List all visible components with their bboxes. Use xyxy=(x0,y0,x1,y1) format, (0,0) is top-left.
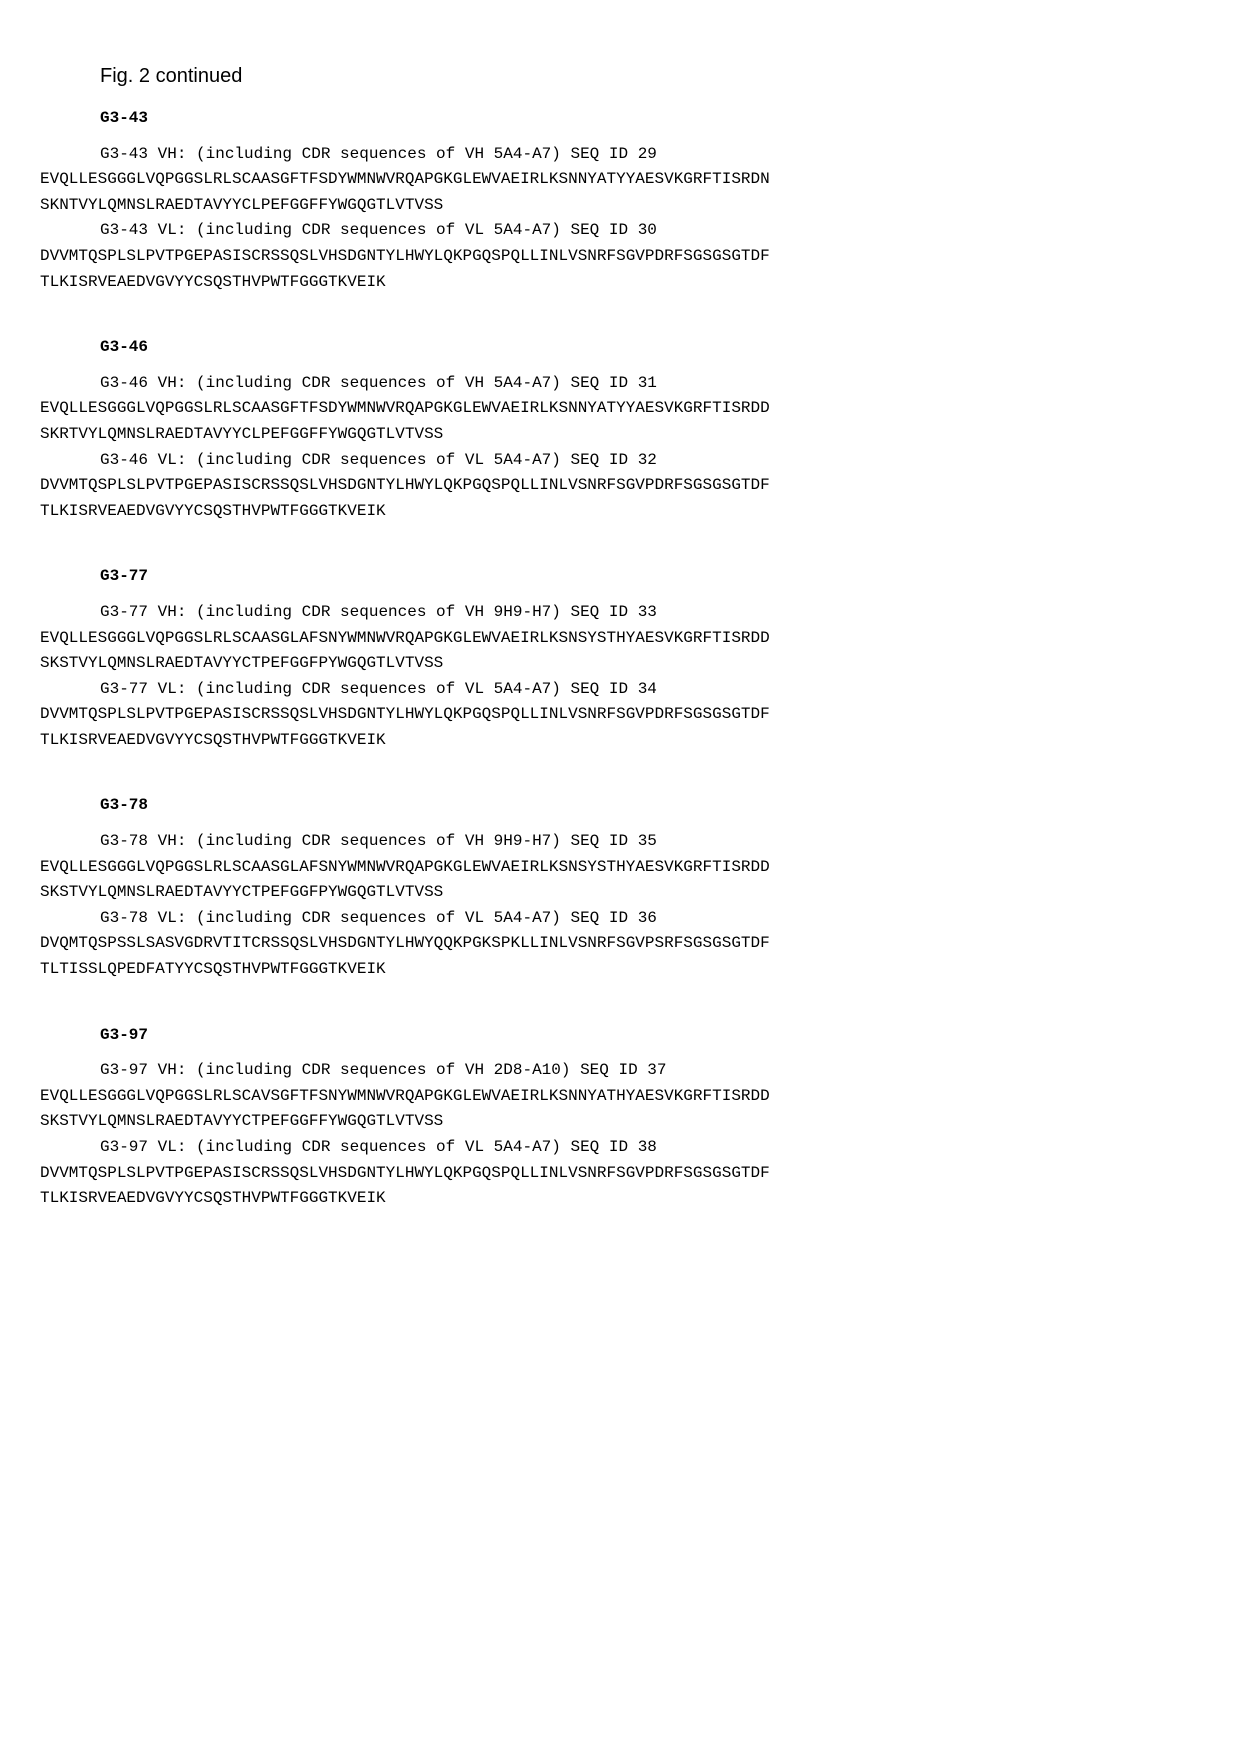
sequence-group: G3-46 G3-46 VH: (including CDR sequences … xyxy=(40,335,1200,524)
sequence-header: G3-43 VL: (including CDR sequences of VL… xyxy=(100,218,1200,244)
sequence-line: DVQMTQSPSSLSASVGDRVTITCRSSQSLVHSDGNTYLHW… xyxy=(40,931,1200,957)
sequence-line: DVVMTQSPLSLPVTPGEPASISCRSSQSLVHSDGNTYLHW… xyxy=(40,1161,1200,1187)
group-name: G3-43 xyxy=(100,106,1200,132)
sequence-line: EVQLLESGGGLVQPGGSLRLSCAVSGFTFSNYWMNWVRQA… xyxy=(40,1084,1200,1110)
sequence-line: SKSTVYLQMNSLRAEDTAVYYCTPEFGGFPYWGQGTLVTV… xyxy=(40,651,1200,677)
sequence-line: EVQLLESGGGLVQPGGSLRLSCAASGLAFSNYWMNWVRQA… xyxy=(40,855,1200,881)
sequence-line: SKNTVYLQMNSLRAEDTAVYYCLPEFGGFFYWGQGTLVTV… xyxy=(40,193,1200,219)
sequence-line: TLKISRVEAEDVGVYYCSQSTHVPWTFGGGTKVEIK xyxy=(40,270,1200,296)
sequence-line: SKSTVYLQMNSLRAEDTAVYYCTPEFGGFPYWGQGTLVTV… xyxy=(40,880,1200,906)
sequence-header: G3-78 VH: (including CDR sequences of VH… xyxy=(100,829,1200,855)
sequence-line: EVQLLESGGGLVQPGGSLRLSCAASGLAFSNYWMNWVRQA… xyxy=(40,626,1200,652)
sequence-header: G3-77 VH: (including CDR sequences of VH… xyxy=(100,600,1200,626)
sequence-line: TLKISRVEAEDVGVYYCSQSTHVPWTFGGGTKVEIK xyxy=(40,499,1200,525)
sequence-line: DVVMTQSPLSLPVTPGEPASISCRSSQSLVHSDGNTYLHW… xyxy=(40,473,1200,499)
sequence-line: SKRTVYLQMNSLRAEDTAVYYCLPEFGGFFYWGQGTLVTV… xyxy=(40,422,1200,448)
sequence-header: G3-97 VH: (including CDR sequences of VH… xyxy=(100,1058,1200,1084)
sequence-header: G3-78 VL: (including CDR sequences of VL… xyxy=(100,906,1200,932)
group-name: G3-78 xyxy=(100,793,1200,819)
sequence-group: G3-78 G3-78 VH: (including CDR sequences … xyxy=(40,793,1200,982)
sequence-group: G3-43 G3-43 VH: (including CDR sequences … xyxy=(40,106,1200,295)
sequence-line: SKSTVYLQMNSLRAEDTAVYYCTPEFGGFFYWGQGTLVTV… xyxy=(40,1109,1200,1135)
group-name: G3-46 xyxy=(100,335,1200,361)
figure-title: Fig. 2 continued xyxy=(100,60,1200,92)
sequence-line: TLKISRVEAEDVGVYYCSQSTHVPWTFGGGTKVEIK xyxy=(40,1186,1200,1212)
sequence-line: DVVMTQSPLSLPVTPGEPASISCRSSQSLVHSDGNTYLHW… xyxy=(40,702,1200,728)
sequence-header: G3-77 VL: (including CDR sequences of VL… xyxy=(100,677,1200,703)
sequence-line: DVVMTQSPLSLPVTPGEPASISCRSSQSLVHSDGNTYLHW… xyxy=(40,244,1200,270)
sequence-line: EVQLLESGGGLVQPGGSLRLSCAASGFTFSDYWMNWVRQA… xyxy=(40,167,1200,193)
sequence-line: EVQLLESGGGLVQPGGSLRLSCAASGFTFSDYWMNWVRQA… xyxy=(40,396,1200,422)
sequence-header: G3-43 VH: (including CDR sequences of VH… xyxy=(100,142,1200,168)
sequence-group: G3-77 G3-77 VH: (including CDR sequences … xyxy=(40,564,1200,753)
sequence-header: G3-46 VL: (including CDR sequences of VL… xyxy=(100,448,1200,474)
group-name: G3-77 xyxy=(100,564,1200,590)
sequence-line: TLKISRVEAEDVGVYYCSQSTHVPWTFGGGTKVEIK xyxy=(40,728,1200,754)
group-name: G3-97 xyxy=(100,1023,1200,1049)
groups-container: G3-43 G3-43 VH: (including CDR sequences … xyxy=(40,106,1200,1212)
sequence-group: G3-97 G3-97 VH: (including CDR sequences … xyxy=(40,1023,1200,1212)
sequence-line: TLTISSLQPEDFATYYCSQSTHVPWTFGGGTKVEIK xyxy=(40,957,1200,983)
sequence-header: G3-46 VH: (including CDR sequences of VH… xyxy=(100,371,1200,397)
sequence-header: G3-97 VL: (including CDR sequences of VL… xyxy=(100,1135,1200,1161)
